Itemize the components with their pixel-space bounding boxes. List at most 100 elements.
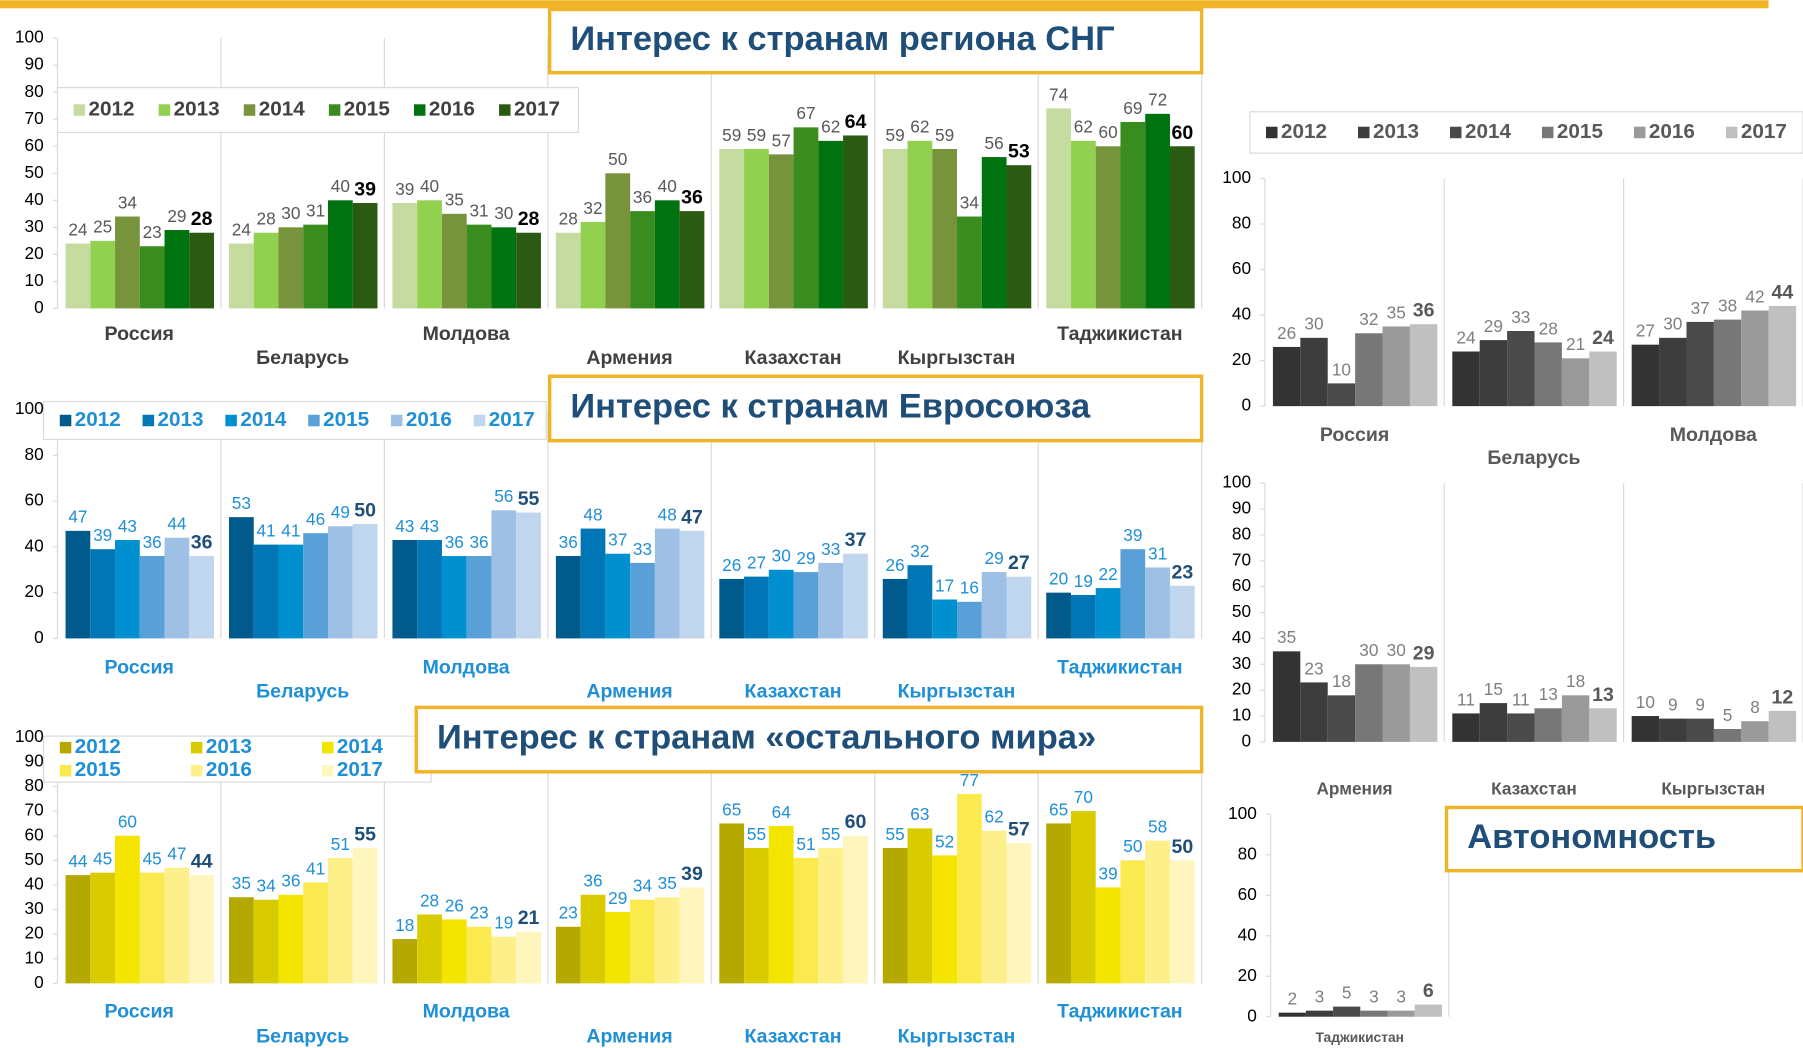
bar	[466, 926, 492, 984]
value-label: 3	[1369, 987, 1379, 1007]
y-tick-label: 90	[1232, 498, 1251, 518]
value-label: 9	[1695, 695, 1705, 715]
bar	[1479, 703, 1508, 742]
bar	[228, 897, 254, 984]
bar	[744, 576, 769, 639]
value-label: 39	[681, 863, 703, 885]
bar	[253, 232, 279, 309]
value-label: 34	[257, 876, 277, 896]
y-tick-label: 80	[25, 444, 44, 464]
bar	[1409, 666, 1438, 742]
bar	[115, 216, 140, 309]
bar	[580, 528, 606, 639]
value-label: 55	[886, 824, 905, 844]
bar	[1095, 588, 1121, 639]
value-label: 31	[469, 201, 488, 221]
value-label: 41	[306, 858, 325, 878]
value-label: 37	[1691, 298, 1710, 318]
value-label: 62	[910, 117, 929, 137]
bar	[392, 540, 418, 639]
bar	[1355, 664, 1383, 742]
legend-swatch	[1725, 126, 1738, 139]
category-label: Россия	[105, 1000, 174, 1022]
bar	[719, 823, 745, 984]
value-label: 29	[167, 206, 186, 226]
value-label: 35	[658, 873, 677, 893]
y-tick-label: 40	[1232, 304, 1251, 324]
legend-swatch	[1357, 126, 1370, 139]
y-tick-label: 50	[1232, 601, 1251, 621]
legend-label: 2017	[489, 408, 535, 431]
value-label: 12	[1772, 686, 1794, 708]
bar	[1741, 721, 1769, 742]
chart-title: Интерес к странам региона СНГ	[570, 20, 1114, 58]
value-label: 45	[143, 849, 162, 869]
value-label: 18	[395, 915, 414, 935]
value-label: 39	[354, 179, 376, 201]
bar	[1333, 1006, 1361, 1017]
value-label: 70	[1074, 787, 1093, 807]
bar	[516, 512, 541, 639]
y-tick-label: 0	[1241, 395, 1251, 415]
chart-title: Интерес к странам «остального мира»	[437, 719, 1096, 757]
y-tick-label: 70	[25, 800, 44, 820]
legend-swatch	[190, 741, 203, 754]
bar	[352, 203, 378, 309]
bar	[605, 173, 631, 309]
bar	[90, 549, 116, 639]
value-label: 36	[469, 532, 488, 552]
bar	[417, 914, 442, 984]
value-label: 18	[1332, 671, 1351, 691]
title-box	[414, 705, 1204, 774]
value-label: 55	[518, 488, 540, 510]
value-label: 52	[935, 831, 954, 851]
bar	[555, 556, 581, 639]
value-label: 34	[960, 192, 980, 212]
chart-title: Интерес к странам Евросоюза	[570, 388, 1091, 426]
y-tick-label: 30	[25, 216, 44, 236]
bar	[1145, 567, 1170, 639]
bar	[793, 857, 819, 984]
value-label: 30	[772, 546, 791, 566]
bar	[1169, 585, 1195, 639]
value-label: 17	[935, 575, 954, 595]
value-label: 39	[1123, 525, 1142, 545]
bar	[352, 524, 378, 639]
bar	[327, 526, 353, 639]
legend-swatch	[499, 104, 511, 116]
value-label: 50	[1171, 836, 1193, 858]
bar	[843, 135, 868, 309]
bar	[441, 213, 467, 309]
value-label: 43	[420, 516, 439, 536]
category-label: Беларусь	[1487, 447, 1580, 469]
value-label: 69	[1123, 98, 1142, 118]
value-label: 24	[1592, 327, 1614, 349]
value-label: 39	[395, 179, 414, 199]
category-label: Кыргызстан	[898, 681, 1016, 703]
y-tick-label: 80	[25, 81, 44, 101]
legend-swatch	[328, 104, 341, 116]
bar	[679, 530, 705, 639]
bar	[843, 553, 868, 639]
y-tick-label: 80	[1238, 843, 1257, 863]
bar	[164, 867, 190, 984]
value-label: 37	[845, 529, 867, 551]
value-label: 44	[191, 851, 213, 873]
bar	[882, 578, 908, 639]
value-label: 60	[845, 811, 867, 833]
legend-swatch	[59, 764, 72, 777]
legend-swatch	[321, 741, 334, 754]
category-label: Молдова	[423, 1000, 510, 1022]
value-label: 13	[1539, 684, 1558, 704]
value-label: 48	[658, 504, 677, 524]
value-label: 36	[143, 532, 162, 552]
y-tick-label: 20	[1238, 965, 1257, 985]
legend-label: 2017	[1741, 120, 1787, 143]
value-label: 6	[1423, 980, 1434, 1002]
value-label: 29	[1413, 642, 1435, 664]
legend-label: 2017	[337, 758, 383, 781]
bar	[1070, 140, 1096, 309]
value-label: 53	[232, 493, 251, 513]
value-label: 28	[518, 208, 540, 230]
value-label: 26	[722, 555, 741, 575]
